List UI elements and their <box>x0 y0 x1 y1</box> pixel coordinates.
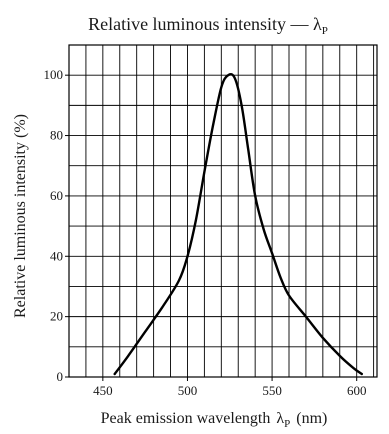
axis-ticks: 450 500 550 600 0 20 40 60 80 100 <box>44 67 367 398</box>
y-tick-label: 60 <box>50 188 63 203</box>
x-axis-label-symbol: λ <box>276 410 284 427</box>
x-tick-label: 450 <box>93 383 113 398</box>
y-tick-label: 0 <box>57 369 64 384</box>
x-tick-label: 600 <box>347 383 367 398</box>
series-line <box>113 72 363 376</box>
chart-title-sub: P <box>322 25 328 37</box>
y-tick-label: 80 <box>50 128 63 143</box>
chart-title-main: Relative luminous intensity — λ <box>88 14 322 34</box>
x-axis-label-unit: (nm) <box>296 410 327 427</box>
x-axis-label-sub: P <box>284 418 290 430</box>
y-tick-label: 100 <box>44 67 64 82</box>
y-tick-label: 20 <box>50 309 63 324</box>
x-axis-label-main: Peak emission wavelength <box>101 410 271 427</box>
y-tick-label: 40 <box>50 248 63 263</box>
x-tick-label: 550 <box>262 383 282 398</box>
plot-frame <box>68 44 378 378</box>
x-axis-label: Peak emission wavelength λP (nm) <box>101 410 328 430</box>
x-tick-label: 500 <box>178 383 198 398</box>
y-axis-label: Relative luminous intensity (%) <box>12 114 29 318</box>
grid <box>68 45 377 377</box>
chart-title: Relative luminous intensity — λP <box>88 14 328 37</box>
